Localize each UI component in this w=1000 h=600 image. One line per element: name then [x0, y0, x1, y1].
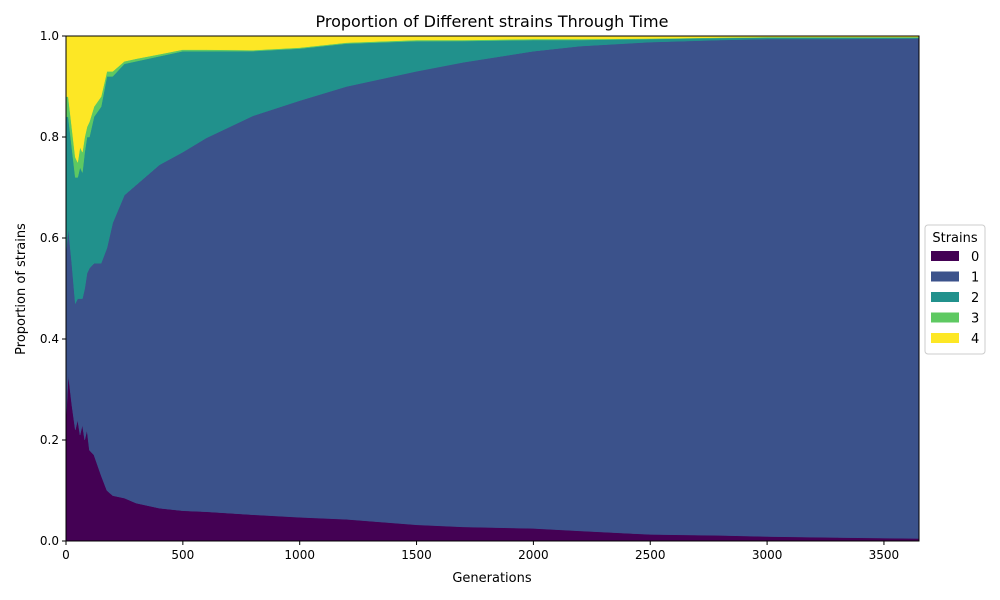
legend-swatch-2	[931, 292, 959, 302]
y-tick-label: 0.0	[40, 534, 59, 548]
y-axis-ticks: 0.0 0.2 0.4 0.6 0.8 1.0	[40, 29, 66, 548]
x-tick-label: 500	[171, 548, 194, 562]
x-tick-label: 1000	[284, 548, 315, 562]
x-axis-label: Generations	[452, 571, 532, 586]
legend-title: Strains	[932, 231, 978, 246]
legend-swatch-3	[931, 312, 959, 323]
legend-label-1: 1	[971, 271, 979, 286]
x-tick-label: 0	[62, 548, 70, 562]
legend-swatch-0	[931, 251, 959, 261]
legend-label-2: 2	[971, 291, 979, 306]
chart-title: Proportion of Different strains Through …	[316, 12, 669, 31]
x-tick-label: 3500	[869, 548, 900, 562]
y-axis-label: Proportion of strains	[14, 223, 29, 355]
legend-swatch-1	[931, 271, 959, 282]
legend-label-3: 3	[971, 312, 979, 327]
y-tick-label: 0.2	[40, 433, 59, 447]
legend-swatch-4	[931, 333, 959, 343]
y-tick-label: 0.4	[40, 332, 59, 346]
y-tick-label: 0.6	[40, 231, 59, 245]
x-axis-ticks: 0 500 1000 1500 2000 2500 3000 3500	[62, 541, 899, 562]
y-tick-label: 1.0	[40, 29, 59, 43]
y-tick-label: 0.8	[40, 130, 59, 144]
x-tick-label: 3000	[752, 548, 783, 562]
x-tick-label: 1500	[401, 548, 432, 562]
plot-areas	[65, 35, 920, 542]
legend-items: 0 1 2 3 4	[931, 250, 979, 347]
plot-frame	[65, 35, 920, 542]
legend: Strains 0 1 2 3 4	[924, 224, 986, 355]
x-tick-label: 2500	[635, 548, 666, 562]
legend-label-4: 4	[971, 332, 979, 347]
x-tick-label: 2000	[518, 548, 549, 562]
legend-label-0: 0	[971, 250, 979, 265]
